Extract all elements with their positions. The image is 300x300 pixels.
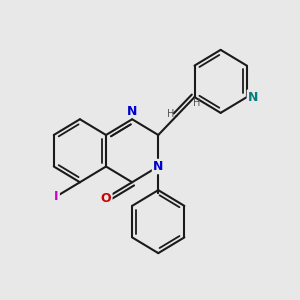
Text: H: H <box>193 98 200 108</box>
Text: N: N <box>248 91 258 103</box>
Text: N: N <box>153 160 164 173</box>
Text: H: H <box>167 109 174 119</box>
Text: O: O <box>101 191 111 205</box>
Text: I: I <box>54 190 58 203</box>
Text: N: N <box>127 105 137 118</box>
